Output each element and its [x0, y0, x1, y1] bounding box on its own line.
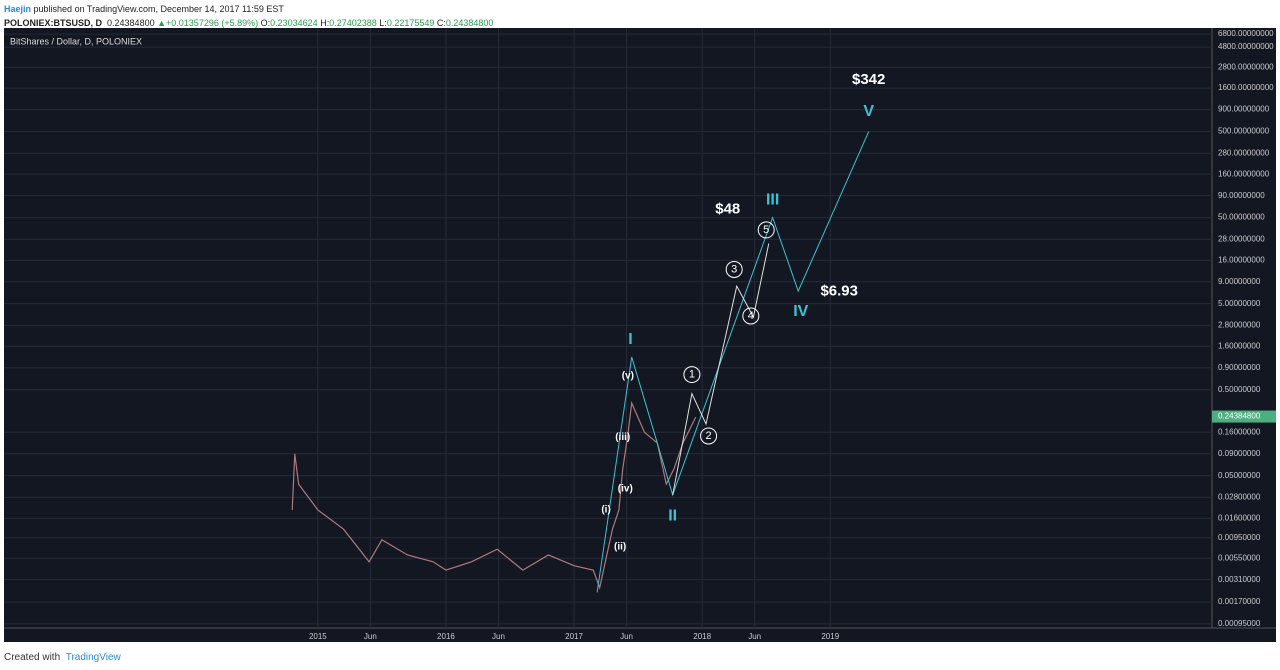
close: 0.24384800 — [445, 18, 494, 28]
wave-circle — [683, 366, 701, 384]
wave-circle — [725, 260, 743, 278]
annotation: (iv) — [618, 484, 633, 495]
x-tick-label: 2016 — [437, 632, 455, 641]
y-tick-label: 0.00550000 — [1218, 553, 1261, 562]
y-tick-label: 0.50000000 — [1218, 385, 1261, 394]
x-tick-label: 2018 — [693, 632, 711, 641]
arrow: ▲ — [157, 18, 167, 28]
y-tick-label: 90.00000000 — [1218, 191, 1265, 200]
y-tick-label: 0.05000000 — [1218, 471, 1261, 480]
low: 0.22175549 — [386, 18, 435, 28]
annotation: (ii) — [614, 541, 626, 552]
price-line — [291, 400, 697, 590]
y-tick-label: 1.60000000 — [1218, 341, 1261, 350]
symbol: POLONIEX:BTSUSD, D — [4, 18, 103, 28]
y-tick-label: 0.00095000 — [1218, 619, 1261, 628]
y-tick-label: 900.00000000 — [1218, 105, 1270, 114]
y-tick-label: 50.00000000 — [1218, 213, 1265, 222]
annotation: 1 — [689, 368, 695, 380]
x-tick-label: 2017 — [565, 632, 583, 641]
chart-bg — [4, 28, 1276, 642]
chart: BitShares / Dollar, D, POLONIEX 6800.000… — [4, 28, 1276, 642]
x-tick-label: 2019 — [821, 632, 839, 641]
price-tag — [1212, 410, 1276, 423]
y-tick-label: 2800.00000000 — [1218, 62, 1274, 71]
y-tick-label: 1600.00000000 — [1218, 83, 1274, 92]
y-tick-label: 28.00000000 — [1218, 234, 1265, 243]
wave-circle — [700, 427, 718, 445]
annotation: II — [668, 507, 677, 524]
y-tick-label: 6800.00000000 — [1218, 29, 1274, 38]
chart-title: BitShares / Dollar, D, POLONIEX — [10, 36, 142, 46]
subwave-line — [672, 243, 770, 495]
y-tick-label: 500.00000000 — [1218, 127, 1270, 136]
open: 0.23034624 — [270, 18, 318, 28]
y-tick-label: 9.00000000 — [1218, 277, 1261, 286]
l-label: L: — [379, 18, 387, 28]
annotation: V — [863, 103, 874, 120]
price-tag-label: 0.24384800 — [1218, 412, 1261, 421]
y-tick-label: 4800.00000000 — [1218, 42, 1274, 51]
annotation: $48 — [715, 201, 740, 218]
annotation: (iii) — [615, 432, 630, 443]
published: published on TradingView.com, December 1… — [33, 4, 284, 14]
wave-line — [596, 131, 870, 593]
header: Haejin published on TradingView.com, Dec… — [4, 2, 493, 30]
annotation: (v) — [622, 371, 634, 382]
annotation: 3 — [731, 263, 737, 275]
x-tick-label: Jun — [492, 632, 505, 641]
wave-circle — [742, 307, 760, 325]
x-tick-label: Jun — [748, 632, 761, 641]
c-label: C: — [436, 18, 446, 28]
annotation: III — [766, 191, 779, 208]
last: 0.24384800 — [107, 18, 155, 28]
annotation: IV — [793, 303, 808, 320]
annotation: 4 — [748, 310, 754, 322]
change: +0.01357296 (+5.89%) — [166, 18, 259, 28]
y-tick-label: 0.02800000 — [1218, 493, 1261, 502]
y-tick-label: 0.90000000 — [1218, 363, 1261, 372]
y-tick-label: 5.00000000 — [1218, 299, 1261, 308]
x-tick-label: 2015 — [309, 632, 327, 641]
high: 0.27402388 — [329, 18, 377, 28]
brand[interactable]: TradingView — [65, 652, 121, 663]
y-tick-label: 2.80000000 — [1218, 320, 1261, 329]
y-tick-label: 0.00310000 — [1218, 575, 1261, 584]
wave-circle — [757, 221, 775, 239]
annotation: 2 — [705, 430, 711, 442]
author[interactable]: Haejin — [4, 4, 32, 14]
annotation: I — [628, 331, 632, 348]
o-label: O: — [260, 18, 271, 28]
y-tick-label: 280.00000000 — [1218, 148, 1270, 157]
y-tick-label: 16.00000000 — [1218, 255, 1265, 264]
annotation: $342 — [852, 71, 885, 88]
y-tick-label: 0.00950000 — [1218, 533, 1261, 542]
y-tick-label: 0.16000000 — [1218, 427, 1261, 436]
annotation: (i) — [601, 505, 610, 516]
y-tick-label: 0.00170000 — [1218, 597, 1261, 606]
y-tick-label: 0.01600000 — [1218, 513, 1261, 522]
footer: Created with TradingView — [4, 652, 121, 663]
created: Created with — [4, 652, 61, 663]
y-tick-label: 160.00000000 — [1218, 169, 1270, 178]
x-tick-label: Jun — [364, 632, 377, 641]
annotation: 5 — [763, 224, 769, 236]
y-tick-label: 0.09000000 — [1218, 449, 1261, 458]
x-tick-label: Jun — [620, 632, 633, 641]
h-label: H: — [320, 18, 330, 28]
annotation: $6.93 — [820, 283, 858, 300]
